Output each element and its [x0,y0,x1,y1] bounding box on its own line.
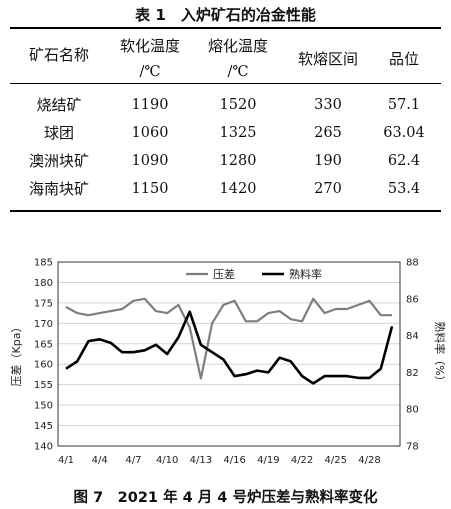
x-tick-label: 4/7 [125,455,141,466]
cell-grade: 57.1 [387,97,421,113]
y-right-tick-label: 86 [406,294,419,305]
cell-ore-name: 海南块矿 [28,180,89,198]
table-header-rule [10,83,441,84]
cell-range: 270 [314,181,342,197]
cell-softening-temp: 1090 [131,153,169,169]
plot-area-frame [57,261,401,447]
header-melting-temp: 熔化温度 [207,37,268,55]
x-tick-label: 4/10 [156,455,178,466]
y-axis-left-label: 压差（Kpa） [9,322,23,387]
x-tick-label: 4/25 [325,455,347,466]
series-line-pressure [65,297,392,380]
y-left-tick-label: 165 [34,339,53,350]
cell-range: 330 [314,97,342,113]
cell-grade: 63.04 [383,125,425,141]
cell-ore-name: 澳洲块矿 [28,152,89,170]
cell-range: 190 [314,153,342,169]
cell-softening-temp: 1190 [131,97,169,113]
header-grade: 品位 [388,50,419,68]
x-tick-label: 4/13 [190,455,212,466]
figure-caption: 图 7 2021 年 4 月 4 号炉压差与熟料率变化 [73,490,378,506]
y-left-tick-label: 160 [34,360,53,371]
x-tick-label: 4/16 [223,455,245,466]
table-bottom-rule [10,210,441,212]
header-softening-temp: 软化温度 [119,37,180,55]
x-tick-label: 4/28 [358,455,380,466]
y-right-tick-label: 84 [406,331,419,342]
y-axis-right-label: 熟料率（%） [433,321,447,386]
header-melting-temp-unit: /℃ [227,64,249,80]
y-right-tick-label: 82 [406,368,419,379]
header-ore-name: 矿石名称 [28,46,89,64]
cell-softening-temp: 1150 [131,181,169,197]
y-right-tick-label: 80 [406,405,419,416]
y-left-tick-label: 145 [34,421,53,432]
y-left-tick-label: 150 [34,401,53,412]
x-tick-label: 4/19 [257,455,279,466]
table-top-rule [10,27,441,29]
x-tick-label: 4/1 [58,455,74,466]
y-right-tick-label: 88 [406,258,419,269]
cell-ore-name: 球团 [43,124,74,142]
cell-melting-temp: 1420 [219,181,257,197]
cell-grade: 53.4 [387,181,421,197]
legend-label: 熟料率 [289,267,322,281]
cell-softening-temp: 1060 [131,125,169,141]
x-tick-label: 4/22 [291,455,313,466]
y-left-tick-label: 140 [34,442,53,453]
pressure-clinker-chart: 140 145 150 155 160 165 170 175 180 185 78 80 82 84 8… [9,258,447,467]
y-left-tick-label: 180 [34,278,53,289]
cell-melting-temp: 1280 [219,153,257,169]
header-softening-temp-unit: /℃ [139,64,161,80]
y-left-tick-label: 175 [34,298,53,309]
cell-grade: 62.4 [387,153,421,169]
legend-label: 压差 [213,267,235,281]
cell-ore-name: 烧结矿 [36,96,82,114]
series-line-clinker [65,310,394,385]
y-left-tick-label: 155 [34,380,53,391]
y-right-tick-label: 78 [406,442,419,453]
x-tick-label: 4/4 [92,455,108,466]
header-softening-melting-range: 软熔区间 [297,50,358,68]
cell-range: 265 [314,125,342,141]
y-left-tick-label: 185 [34,258,53,269]
cell-melting-temp: 1520 [219,97,257,113]
cell-melting-temp: 1325 [219,125,257,141]
y-left-tick-label: 170 [34,319,53,330]
table-caption: 表 1 入炉矿石的冶金性能 [135,6,316,24]
